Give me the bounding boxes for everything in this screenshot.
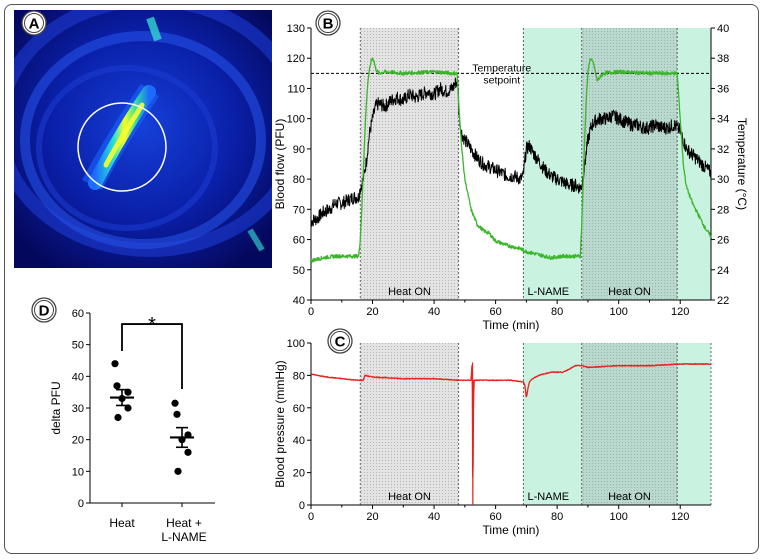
y-tick-label: 80 (293, 370, 305, 382)
y2-tick-label: 34 (717, 114, 729, 126)
heat-region (360, 28, 459, 300)
heat-region (581, 343, 678, 505)
heat-region (360, 343, 459, 505)
x-tick-label: 0 (308, 306, 314, 318)
y2-tick-label: 36 (717, 83, 729, 95)
y-tick-label: 70 (293, 204, 305, 216)
x-tick-label: 60 (489, 306, 501, 318)
x-tick-label: 120 (671, 511, 689, 523)
x-tick-label: 0 (308, 511, 314, 523)
panel-a-label: A (21, 10, 47, 36)
x-tick-label: 100 (610, 306, 628, 318)
y2-tick-label: 40 (717, 23, 729, 35)
series-temperature (310, 57, 712, 263)
y-tick-label: 40 (72, 371, 84, 383)
x-tick-label: 40 (428, 511, 440, 523)
thermal-image-panel (14, 10, 272, 268)
panel-b-label: B (315, 10, 341, 36)
y-axis-label: delta PFU (49, 381, 63, 434)
y2-tick-label: 38 (717, 53, 729, 65)
data-point (111, 360, 119, 368)
panel-c-chart: Heat ON L-NAME Heat ON 0 20 40 60 80 100 120 0 20 40… (273, 338, 712, 537)
x-axis-label: Time (min) (483, 318, 540, 332)
x-tick-label: 20 (366, 511, 378, 523)
region-label: L-NAME (528, 491, 570, 503)
y-tick-label: 120 (287, 53, 305, 65)
region-label: Heat ON (608, 286, 651, 298)
y2-tick-label: 24 (717, 265, 729, 277)
svg-text:C: C (335, 334, 346, 351)
region-label: L-NAME (528, 286, 570, 298)
region-label: Heat ON (388, 286, 431, 298)
heat-region (581, 28, 678, 300)
x-tick-label: 80 (551, 511, 563, 523)
x-tick-label: 100 (610, 511, 628, 523)
y2-tick-label: 28 (717, 204, 729, 216)
y-tick-label: 130 (287, 23, 305, 35)
region-label: Heat ON (388, 491, 431, 503)
y-tick-label: 0 (78, 498, 84, 510)
data-point (174, 467, 182, 475)
y-axis-label: Blood pressure (mmHg) (273, 360, 287, 487)
x-category-label: L-NAME (161, 530, 206, 544)
data-point (173, 410, 181, 418)
y-tick-label: 20 (293, 468, 305, 480)
series-blood-flow (310, 77, 712, 227)
y-tick-label: 40 (293, 435, 305, 447)
series-blood-pressure (310, 363, 712, 478)
x-axis-label: Time (min) (483, 523, 540, 537)
x-tick-label: 20 (366, 306, 378, 318)
y-tick-label: 60 (293, 403, 305, 415)
svg-text:A: A (29, 16, 40, 33)
data-point (114, 413, 122, 422)
region-label: Heat ON (608, 491, 651, 503)
y-tick-label: 100 (287, 114, 305, 126)
annotation-line2: setpoint (483, 74, 520, 86)
x-category-label: Heat (109, 516, 135, 530)
y-tick-label: 60 (293, 235, 305, 247)
y-axis-label: Blood flow (PFU) (273, 119, 287, 210)
x-category-label: Heat + (166, 516, 202, 530)
y2-tick-label: 30 (717, 174, 729, 186)
y2-axis-label: Temperature (°C) (735, 118, 749, 210)
y2-tick-label: 26 (717, 235, 729, 247)
y2-tick-label: 22 (717, 295, 729, 307)
y-tick-label: 110 (287, 83, 305, 95)
svg-text:D: D (39, 303, 50, 320)
significance-marker: * (148, 314, 156, 336)
x-tick-label: 60 (489, 511, 501, 523)
panel-b-chart: Heat ON L-NAME Heat ON 0 20 40 60 80 100 120 40 50 6… (273, 23, 749, 332)
significance-bracket (121, 323, 183, 389)
y2-tick-label: 32 (717, 144, 729, 156)
y-tick-label: 80 (293, 174, 305, 186)
panel-d-label: D (31, 297, 57, 323)
data-point (184, 448, 192, 456)
region-of-interest-circle (77, 102, 167, 192)
y-tick-label: 30 (72, 403, 84, 415)
annotation-line1: Temperature (472, 62, 531, 74)
y-tick-label: 10 (72, 466, 84, 478)
y-tick-label: 50 (293, 265, 305, 277)
data-point (171, 399, 179, 407)
y-tick-label: 50 (72, 340, 84, 352)
panel-c-label: C (327, 328, 353, 354)
y-tick-label: 20 (72, 435, 84, 447)
data-point (113, 382, 121, 390)
pressure-spike (471, 362, 474, 506)
y-tick-label: 100 (287, 338, 305, 350)
svg-text:B: B (323, 16, 334, 33)
panel-d-chart: 0 10 20 30 40 50 60 delta PFU Heat Heat +L-NAME * (49, 308, 215, 544)
x-tick-label: 120 (671, 306, 689, 318)
y-tick-label: 40 (293, 295, 305, 307)
y-tick-label: 60 (72, 308, 84, 320)
x-tick-label: 80 (551, 306, 563, 318)
y-tick-label: 0 (299, 500, 305, 512)
y-tick-label: 90 (293, 144, 305, 156)
x-tick-label: 40 (428, 306, 440, 318)
